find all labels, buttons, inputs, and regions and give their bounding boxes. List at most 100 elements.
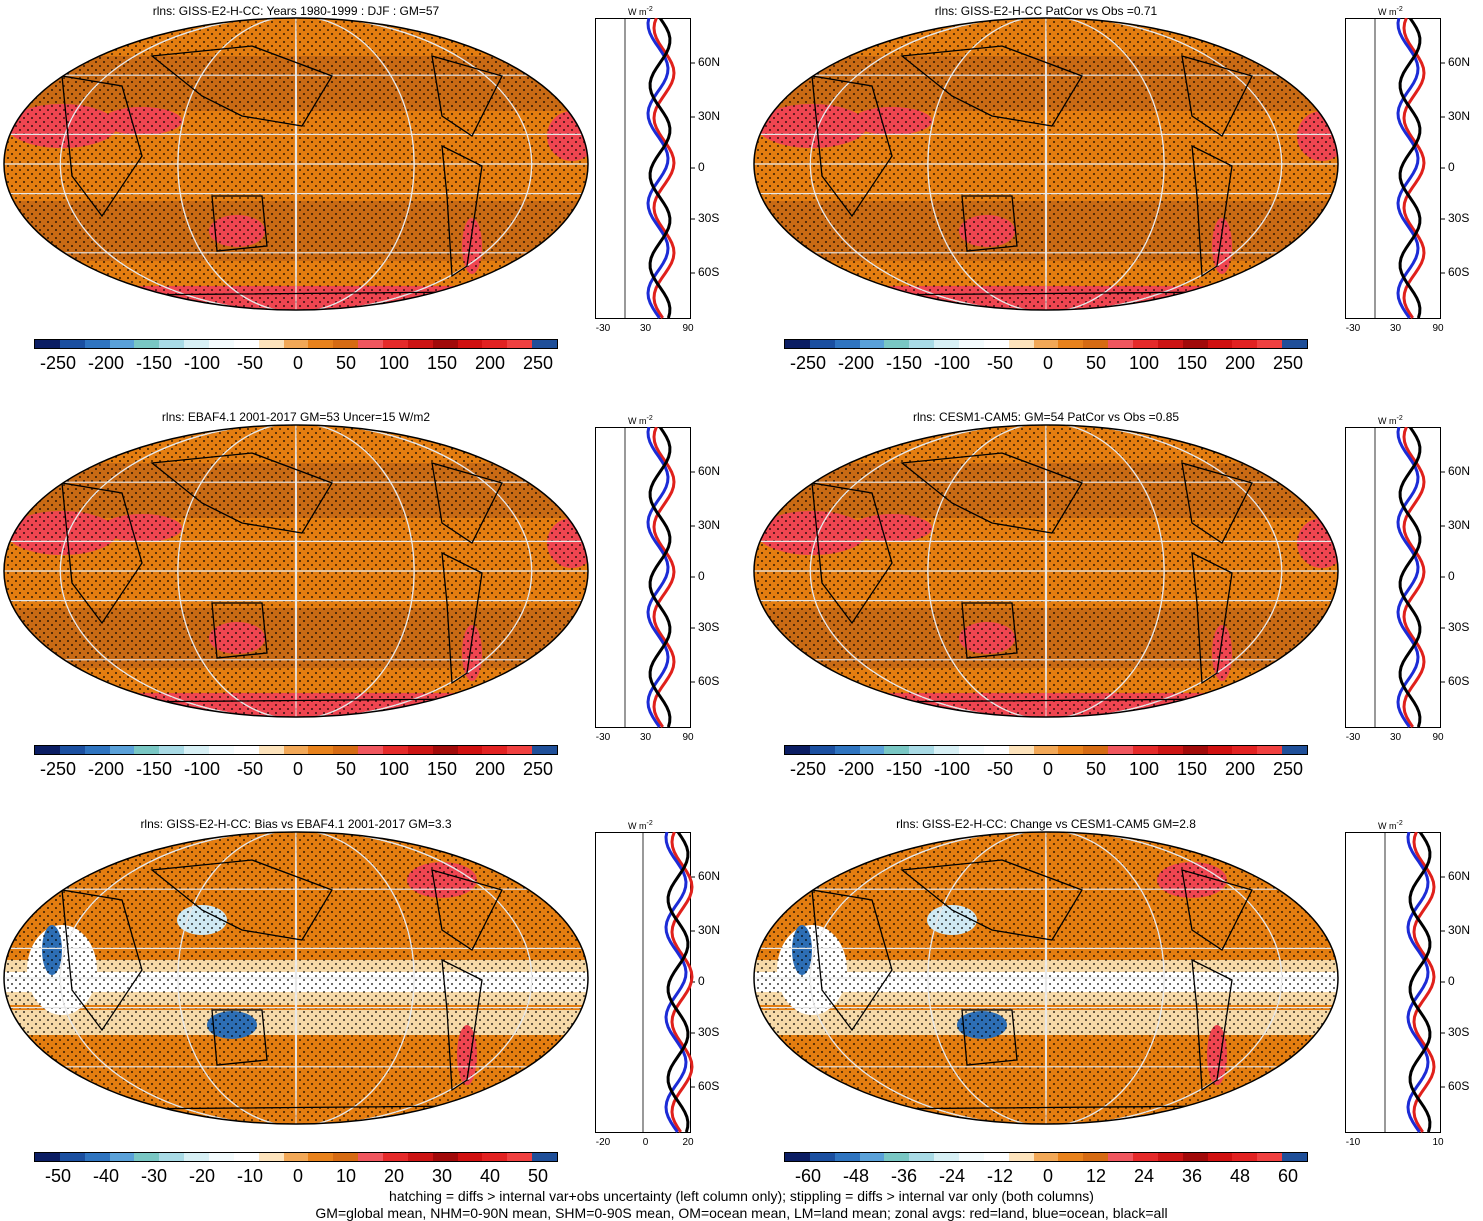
latitude-label: 60N (1448, 464, 1471, 478)
colorbar-swatch (959, 1153, 984, 1161)
colorbar-swatch (983, 746, 1009, 754)
zonal-unit-label: W m-2 (628, 820, 653, 831)
colorbar-swatch (1108, 340, 1134, 348)
zonal-mean-plot (1345, 18, 1445, 319)
colorbar-swatch (1108, 746, 1134, 754)
colorbar-swatch (159, 340, 185, 348)
colorbar-swatch (1157, 746, 1183, 754)
zonal-curve (1412, 832, 1436, 1133)
colorbar (34, 745, 558, 755)
zonal-x-tick-label: -30 (1345, 732, 1361, 743)
colorbar-label: 200 (474, 759, 506, 779)
latitude-label: 30N (698, 109, 721, 123)
colorbar-swatch (432, 1153, 458, 1161)
zonal-unit-exponent: -2 (646, 820, 653, 827)
colorbar-swatch (457, 340, 483, 348)
colorbar-swatch (233, 746, 259, 754)
zonal-x-tick-label: -20 (595, 1137, 611, 1148)
colorbar-label: 100 (378, 353, 410, 373)
colorbar-label: -200 (87, 353, 125, 373)
colorbar-swatch (209, 746, 234, 754)
colorbar-swatch (1033, 746, 1059, 754)
colorbar-swatch (283, 746, 309, 754)
colorbar-swatch (1257, 746, 1283, 754)
colorbar-swatch (407, 746, 433, 754)
colorbar-label: -24 (938, 1166, 966, 1186)
colorbar-label: -250 (39, 759, 77, 779)
colorbar (784, 339, 1308, 349)
colorbar-swatch (159, 746, 185, 754)
colorbar-label: 12 (1085, 1166, 1107, 1186)
colorbar-swatch (859, 1153, 885, 1161)
colorbar-swatch (209, 1153, 234, 1161)
zonal-curve (1408, 832, 1432, 1133)
colorbar-label: 40 (479, 1166, 501, 1186)
colorbar-label: -10 (236, 1166, 264, 1186)
colorbar-swatch (1232, 746, 1258, 754)
colorbar-label: 0 (292, 1166, 304, 1186)
colorbar-swatch (84, 746, 110, 754)
colorbar-label: -30 (140, 1166, 168, 1186)
latitude-label: 0 (1448, 974, 1455, 988)
colorbar-swatch (1157, 1153, 1183, 1161)
colorbar-label: 0 (1042, 353, 1054, 373)
latitude-label: 30N (1448, 518, 1471, 532)
colorbar-swatch (1207, 340, 1233, 348)
zonal-curve (652, 427, 676, 728)
colorbar-label: 48 (1229, 1166, 1251, 1186)
colorbar-swatch (258, 340, 284, 348)
colorbar-swatch (1157, 340, 1183, 348)
panel-title: rlns: EBAF4.1 2001-2017 GM=53 Uncer=15 W… (161, 410, 431, 424)
colorbar-label: -50 (986, 759, 1014, 779)
colorbar-swatch (859, 746, 885, 754)
colorbar-swatch (358, 746, 384, 754)
colorbar-label: 0 (1042, 1166, 1054, 1186)
colorbar-swatch (432, 746, 458, 754)
colorbar-swatch (109, 340, 135, 348)
zonal-unit-exponent: -2 (646, 6, 653, 13)
colorbar-swatch (1282, 1153, 1308, 1161)
colorbar (34, 339, 558, 349)
colorbar-label: 150 (1176, 759, 1208, 779)
zonal-x-tick-label: 90 (682, 732, 694, 743)
colorbar-swatch (507, 340, 533, 348)
zonal-unit-exponent: -2 (1396, 6, 1403, 13)
colorbar-swatch (407, 340, 433, 348)
colorbar-label: 150 (426, 353, 458, 373)
zonal-unit-text: W m (628, 7, 647, 17)
colorbar-swatch (308, 1153, 334, 1161)
colorbar-label: -200 (837, 353, 875, 373)
colorbar-swatch (1133, 1153, 1158, 1161)
colorbar-swatch (457, 1153, 483, 1161)
colorbar-label: 0 (292, 759, 304, 779)
colorbar-swatch (1133, 340, 1158, 348)
colorbar-swatch (35, 746, 60, 754)
colorbar-swatch (1232, 1153, 1258, 1161)
colorbar-swatch (809, 1153, 835, 1161)
colorbar-swatch (184, 340, 210, 348)
colorbar-label: -48 (842, 1166, 870, 1186)
colorbar-swatch (1008, 1153, 1034, 1161)
colorbar-swatch (1257, 340, 1283, 348)
colorbar-swatch (1182, 1153, 1208, 1161)
colorbar-label: -40 (92, 1166, 120, 1186)
colorbar-swatch (1133, 746, 1158, 754)
zonal-curve (1396, 427, 1420, 728)
colorbar-swatch (333, 340, 359, 348)
zonal-unit-exponent: -2 (646, 415, 653, 422)
colorbar-swatch (258, 1153, 284, 1161)
zonal-curve (648, 427, 672, 728)
colorbar-swatch (134, 746, 160, 754)
colorbar-swatch (383, 746, 408, 754)
colorbar-label: -12 (986, 1166, 1014, 1186)
colorbar-swatch (1058, 340, 1084, 348)
colorbar-swatch (109, 1153, 135, 1161)
panel-title: rlns: GISS-E2-H-CC: Years 1980-1999 : DJ… (152, 4, 440, 18)
colorbar-swatch (884, 340, 910, 348)
zonal-unit-label: W m-2 (1378, 415, 1403, 426)
colorbar-swatch (1207, 746, 1233, 754)
zonal-x-tick-label: 30 (1389, 732, 1402, 743)
colorbar-swatch (1108, 1153, 1134, 1161)
colorbar-swatch (884, 746, 910, 754)
colorbar-label: 50 (527, 1166, 549, 1186)
